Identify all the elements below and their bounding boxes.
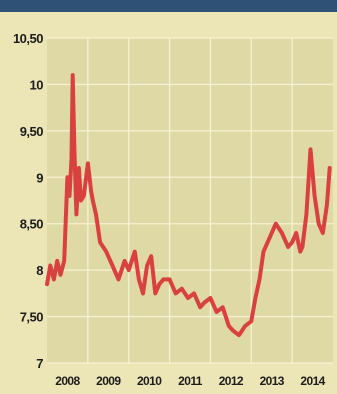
y-tick-label: 7,50 <box>20 310 44 325</box>
y-tick-label: 8 <box>36 263 43 278</box>
x-tick-label: 2013 <box>260 374 285 388</box>
y-tick-label: 10,50 <box>13 31 43 46</box>
x-tick-label: 2009 <box>96 374 121 388</box>
x-tick-label: 2011 <box>178 374 203 388</box>
x-tick-label: 2008 <box>55 374 80 388</box>
x-tick-labels: 2008 2009 2010 2011 2012 2013 2014 <box>55 374 326 388</box>
x-tick-label: 2014 <box>300 374 325 388</box>
series-line <box>45 73 332 338</box>
y-tick-labels: 7 7,50 8 8,50 9 9,50 10 10,50 <box>13 31 44 371</box>
y-tick-label: 7 <box>36 356 43 371</box>
y-tick-label: 9 <box>36 170 43 185</box>
header-band <box>0 0 337 12</box>
y-tick-label: 9,50 <box>20 124 44 139</box>
y-tick-label: 8,50 <box>20 217 44 232</box>
y-tick-label: 10 <box>30 77 44 92</box>
plot-background <box>47 38 333 363</box>
x-tick-label: 2010 <box>137 374 162 388</box>
x-tick-label: 2012 <box>219 374 244 388</box>
grid <box>47 37 333 364</box>
